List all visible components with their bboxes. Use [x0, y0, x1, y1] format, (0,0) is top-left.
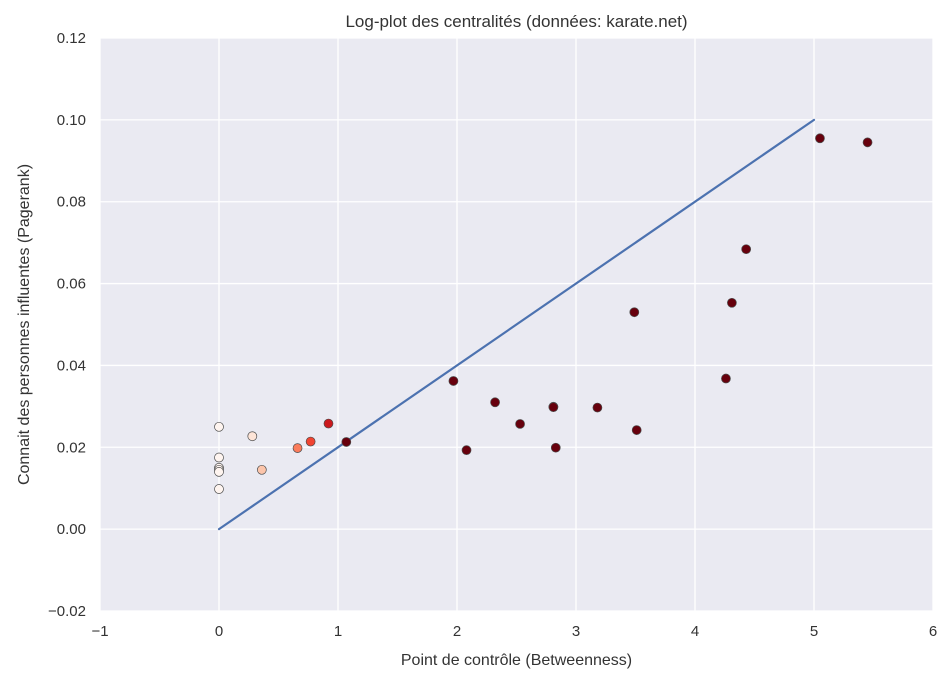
y-tick-label: 0.06: [57, 276, 86, 293]
x-tick-label: 6: [929, 623, 937, 640]
x-axis-title: Point de contrôle (Betweenness): [401, 652, 632, 669]
x-tick-label: 1: [334, 623, 342, 640]
data-point: [292, 443, 303, 453]
x-tick-label: 3: [572, 623, 580, 640]
chart-title: Log-plot des centralités (données: karat…: [345, 12, 687, 31]
x-tick-label: 4: [691, 623, 699, 640]
data-point: [448, 376, 459, 386]
fit-line-layer: [217, 118, 816, 531]
data-point: [341, 437, 352, 447]
data-point: [323, 418, 334, 429]
data-point: [214, 452, 224, 463]
data-point: [214, 421, 224, 432]
y-tick-label: 0.12: [57, 30, 86, 47]
data-point: [461, 445, 472, 456]
data-point: [247, 431, 258, 442]
x-tick-label: −1: [91, 623, 108, 640]
data-point: [305, 436, 316, 447]
data-point: [214, 484, 224, 494]
grid-lines: [99, 37, 934, 612]
y-axis-title: Connait des personnes influentes (Pagera…: [16, 164, 33, 485]
x-axis-ticks: −1 0 1 2 3 4 5 6: [91, 623, 937, 640]
data-points: [214, 133, 873, 494]
y-axis-ticks: −0.02 0.00 0.02 0.04 0.06 0.08 0.10 0.12: [48, 30, 86, 620]
y-tick-label: 0.10: [57, 112, 86, 129]
data-point: [721, 373, 731, 384]
x-tick-label: 5: [810, 623, 818, 640]
data-point: [256, 464, 267, 475]
data-point: [815, 133, 825, 144]
data-point: [592, 402, 603, 413]
y-tick-label: 0.04: [57, 357, 86, 374]
data-point: [550, 442, 561, 453]
data-point: [490, 397, 500, 408]
y-tick-label: 0.02: [57, 439, 86, 456]
data-point: [214, 466, 224, 477]
y-tick-label: 0.08: [57, 194, 86, 211]
x-tick-label: 0: [215, 623, 223, 640]
x-tick-label: 2: [453, 623, 461, 640]
data-point: [631, 425, 642, 435]
data-point: [862, 137, 873, 148]
y-tick-label: −0.02: [48, 603, 86, 620]
data-point: [548, 402, 559, 413]
y-tick-label: 0.00: [57, 521, 86, 538]
data-point: [629, 307, 640, 318]
data-point: [741, 244, 752, 255]
data-point: [515, 419, 525, 429]
data-point: [727, 297, 737, 308]
fit-line: [217, 118, 816, 531]
